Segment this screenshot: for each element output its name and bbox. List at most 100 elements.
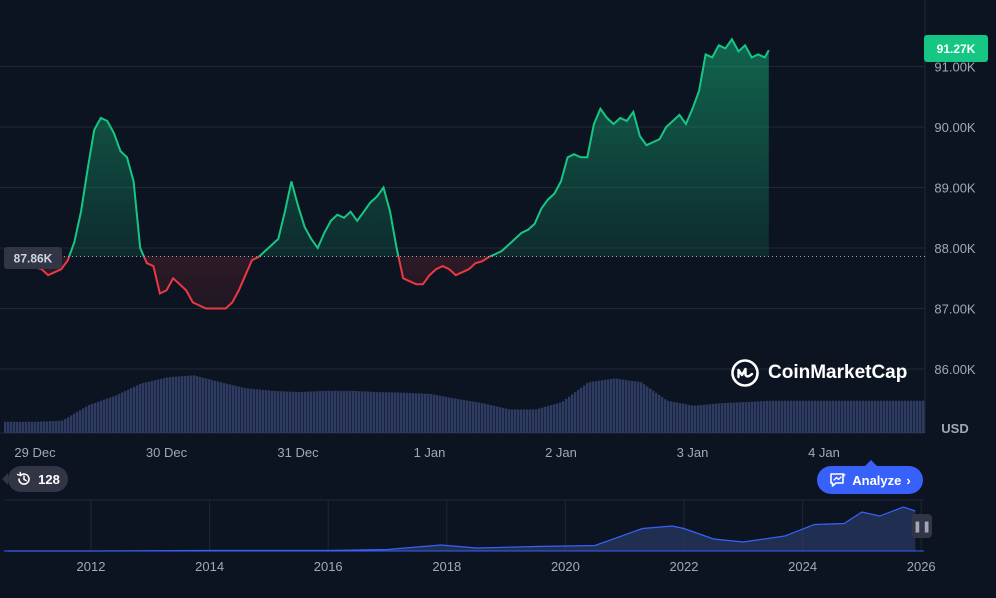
volume-bar	[496, 406, 499, 433]
volume-bar	[142, 382, 145, 433]
volume-bar	[829, 400, 832, 433]
volume-bar	[175, 376, 178, 433]
volume-bar	[712, 403, 715, 433]
volume-bar	[811, 400, 814, 433]
volume-bar	[280, 391, 283, 433]
volume-bar	[67, 417, 70, 433]
volume-bar	[571, 394, 574, 433]
volume-bar	[640, 382, 643, 433]
volume-bar	[391, 392, 394, 433]
volume-bar	[514, 409, 517, 433]
volume-bar	[748, 401, 751, 433]
volume-bar	[802, 400, 805, 433]
volume-bar	[733, 402, 736, 433]
baseline-tag-label: 87.86K	[14, 252, 53, 266]
volume-bar	[820, 400, 823, 433]
volume-bar	[421, 393, 424, 433]
overview-area	[8, 507, 916, 551]
volume-bar	[487, 404, 490, 433]
volume-bar	[205, 378, 208, 433]
price-area-above-baseline	[69, 39, 769, 257]
volume-bar	[613, 378, 616, 433]
volume-bar	[106, 398, 109, 433]
volume-bar	[499, 407, 502, 433]
overview-range-handle[interactable]: ❚❚	[912, 514, 932, 538]
volume-bar	[223, 383, 226, 433]
x-tick-label: 29 Dec	[14, 445, 56, 460]
y-tick-label: 89.00K	[934, 181, 976, 196]
volume-bar	[619, 379, 622, 433]
volume-bar	[181, 376, 184, 433]
pause-icon: ❚❚	[912, 520, 932, 533]
volume-bar	[37, 421, 40, 433]
volume-bar	[685, 404, 688, 433]
volume-bar	[466, 400, 469, 433]
volume-bar	[604, 379, 607, 433]
volume-bar	[415, 393, 418, 433]
volume-bar	[100, 400, 103, 433]
volume-bar	[64, 419, 67, 433]
price-area-below-baseline	[4, 256, 769, 309]
volume-bar	[781, 400, 784, 433]
volume-bar	[160, 378, 163, 433]
volume-bar	[184, 375, 187, 433]
volume-bar	[589, 381, 592, 433]
volume-bar	[394, 392, 397, 433]
volume-bar	[784, 400, 787, 433]
volume-bar	[316, 391, 319, 433]
volume-bar	[556, 403, 559, 433]
x-tick-label: 3 Jan	[677, 445, 709, 460]
volume-bar	[31, 421, 34, 433]
volume-bar	[742, 402, 745, 433]
volume-bar	[292, 391, 295, 433]
volume-bar	[691, 405, 694, 433]
volume-bar	[664, 399, 667, 433]
analyze-button[interactable]: Analyze ›	[817, 460, 923, 494]
volume-bar	[622, 379, 625, 433]
volume-bar	[898, 400, 901, 433]
volume-bar	[19, 421, 22, 433]
volume-bar	[70, 415, 73, 433]
x-tick-label: 30 Dec	[146, 445, 188, 460]
volume-bar	[313, 391, 316, 433]
volume-bar	[718, 403, 721, 433]
volume-bar	[220, 382, 223, 433]
volume-bar	[520, 409, 523, 433]
volume-bar	[217, 381, 220, 433]
volume-bar	[673, 402, 676, 433]
volume-bar	[481, 403, 484, 433]
volume-bar	[82, 408, 85, 433]
volume-bar	[91, 403, 94, 433]
volume-bar	[433, 394, 436, 433]
volume-bar	[232, 385, 235, 433]
volume-bar	[337, 390, 340, 433]
volume-bar	[841, 400, 844, 433]
grid	[0, 0, 926, 434]
volume-bar	[787, 400, 790, 433]
volume-bar	[250, 388, 253, 433]
volume-bar	[235, 385, 238, 433]
volume-bar	[808, 400, 811, 433]
volume-bar	[289, 391, 292, 433]
volume-bar	[886, 400, 889, 433]
volume-bar	[862, 400, 865, 433]
y-tick-label: 88.00K	[934, 241, 976, 256]
volume-bar	[274, 390, 277, 433]
volume-bar	[379, 392, 382, 433]
volume-bar	[814, 400, 817, 433]
volume-bar	[913, 400, 916, 433]
history-count-badge[interactable]: 128	[2, 466, 68, 492]
volume-bar	[226, 383, 229, 433]
volume-bar	[760, 401, 763, 433]
volume-bar	[127, 389, 130, 433]
volume-bar	[871, 400, 874, 433]
volume-bar	[403, 392, 406, 433]
overview-x-tick-label: 2024	[788, 559, 817, 574]
volume-bar	[340, 390, 343, 433]
volume-bar	[568, 396, 571, 433]
volume-bar	[919, 400, 922, 433]
volume-bar	[397, 392, 400, 433]
volume-bar	[283, 391, 286, 433]
volume-bar	[655, 392, 658, 433]
